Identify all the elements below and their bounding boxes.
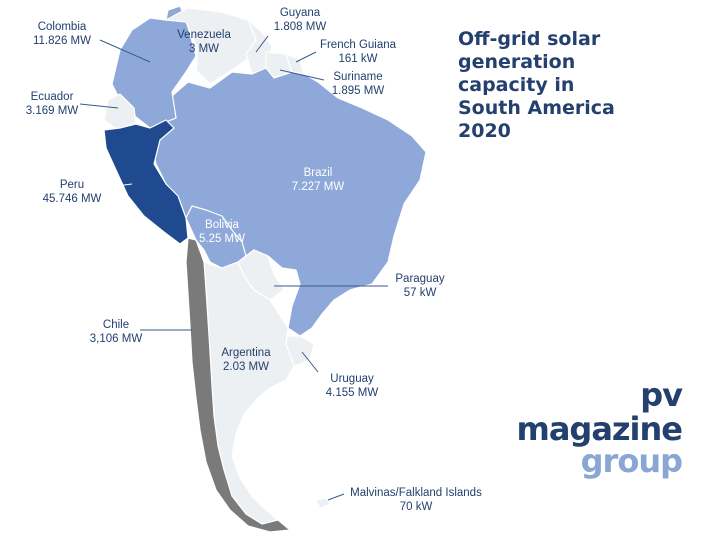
svg-text:70 kW: 70 kW	[400, 501, 433, 513]
svg-text:Bolivia: Bolivia	[205, 219, 239, 231]
country-shape-french-guiana	[285, 53, 305, 75]
leader-suriname	[279, 69, 325, 81]
svg-text:57 kW: 57 kW	[404, 287, 437, 299]
label-chile: Chile 3,106 MW	[90, 319, 143, 345]
label-uruguay: Uruguay 4.155 MW	[326, 373, 379, 399]
svg-text:Suriname: Suriname	[333, 71, 382, 83]
label-suriname: Suriname 1.895 MW	[332, 71, 385, 97]
label-bolivia: Bolivia 5.25 MW	[199, 219, 245, 245]
label-paraguay: Paraguay 57 kW	[395, 273, 444, 299]
logo-subtitle: group	[580, 442, 683, 480]
map-title: Off-grid solar generation capacity in So…	[458, 28, 615, 142]
svg-text:Paraguay: Paraguay	[395, 273, 444, 285]
svg-text:Ecuador: Ecuador	[31, 91, 74, 103]
svg-text:7.227 MW: 7.227 MW	[292, 181, 345, 193]
logo-wordmark: pv magazine	[516, 376, 683, 448]
svg-text:Peru: Peru	[60, 179, 84, 191]
svg-text:Brazil: Brazil	[304, 167, 333, 179]
svg-text:Argentina: Argentina	[221, 347, 271, 359]
svg-text:3 MW: 3 MW	[189, 43, 219, 55]
svg-text:Guyana: Guyana	[280, 7, 321, 19]
leader-falklands	[327, 493, 345, 501]
country-shape-venezuela	[165, 7, 263, 85]
label-brazil: Brazil 7.227 MW	[292, 167, 345, 193]
svg-text:2.03 MW: 2.03 MW	[223, 361, 269, 373]
svg-text:Malvinas/Falkland Islands: Malvinas/Falkland Islands	[350, 487, 482, 499]
label-peru: Peru 45.746 MW	[43, 179, 102, 205]
svg-text:1.808 MW: 1.808 MW	[274, 21, 327, 33]
country-shape-falkland-islands	[315, 497, 331, 509]
leader-guyana	[255, 35, 269, 53]
svg-text:161 kW: 161 kW	[339, 53, 378, 65]
country-shape-chile	[185, 237, 291, 533]
leader-french-guiana	[295, 51, 317, 63]
leader-uruguay	[301, 351, 319, 373]
country-shape-peru	[103, 119, 189, 245]
label-venezuela: Venezuela 3 MW	[177, 29, 231, 55]
svg-text:French Guiana: French Guiana	[320, 39, 397, 51]
svg-text:4.155 MW: 4.155 MW	[326, 387, 379, 399]
label-french-guiana: French Guiana 161 kW	[320, 39, 397, 65]
label-ecuador: Ecuador 3.169 MW	[26, 91, 79, 117]
svg-text:Colombia: Colombia	[38, 21, 87, 33]
leader-peru	[99, 183, 133, 189]
leader-ecuador	[79, 103, 119, 109]
label-guyana: Guyana 1.808 MW	[274, 7, 327, 33]
pv-magazine-logo: pv magazine group	[486, 376, 683, 480]
svg-text:Uruguay: Uruguay	[330, 373, 374, 385]
label-falklands: Malvinas/Falkland Islands 70 kW	[350, 487, 482, 513]
svg-text:Venezuela: Venezuela	[177, 29, 231, 41]
svg-text:3,106 MW: 3,106 MW	[90, 333, 143, 345]
svg-text:Chile: Chile	[103, 319, 129, 331]
label-argentina: Argentina 2.03 MW	[221, 347, 271, 373]
label-colombia: Colombia 11.826 MW	[33, 21, 91, 47]
svg-text:5.25 MW: 5.25 MW	[199, 233, 245, 245]
leader-colombia	[99, 39, 151, 63]
svg-text:45.746 MW: 45.746 MW	[43, 193, 102, 205]
svg-text:3.169 MW: 3.169 MW	[26, 105, 79, 117]
svg-text:11.826 MW: 11.826 MW	[33, 35, 91, 47]
svg-text:1.895 MW: 1.895 MW	[332, 85, 385, 97]
